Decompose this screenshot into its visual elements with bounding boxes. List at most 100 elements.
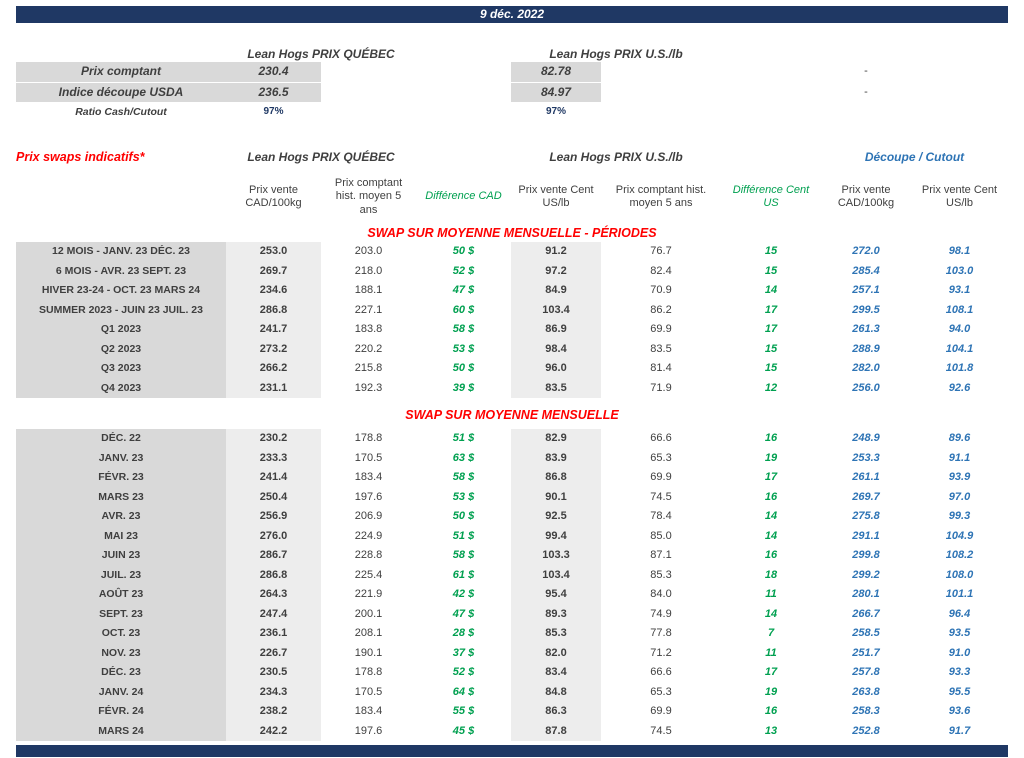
cutout-us-price: 89.6 <box>948 432 971 444</box>
us-hist-price: 85.3 <box>650 568 672 581</box>
us-difference: 17 <box>764 666 778 678</box>
cad-difference: 51 $ <box>452 529 475 542</box>
us-hist-price: 78.4 <box>650 510 672 522</box>
section-title: SWAP SUR MOYENNE MENSUELLE - PÉRIODES <box>367 226 657 240</box>
cad-sell-price: 273.2 <box>226 339 321 359</box>
row-label: Q4 2023 <box>16 378 226 398</box>
table-row: Q3 2023 266.2 215.8 50 $ 96.0 81.4 15 282.0 101.… <box>16 359 1008 379</box>
summary-quebec-header: Lean Hogs PRIX QUÉBEC <box>247 47 395 61</box>
cutout-us-price: 96.4 <box>948 607 971 620</box>
cad-sell-price: 250.4 <box>226 487 321 507</box>
us-hist-price: 74.5 <box>650 490 672 503</box>
us-sell-price: 97.2 <box>511 261 601 281</box>
cad-difference: 37 $ <box>452 646 475 659</box>
col-header-us-diff: Différence Cent US <box>732 183 810 209</box>
us-sell-price: 96.0 <box>511 359 601 379</box>
table-row: JANV. 23 233.3 170.5 63 $ 83.9 65.3 19 253.3 91.… <box>16 448 1008 468</box>
table-row: HIVER 23-24 - OCT. 23 MARS 24 234.6 188.1 4… <box>16 281 1008 301</box>
table-row: MARS 23 250.4 197.6 53 $ 90.1 74.5 16 269.7 97.0 <box>16 487 1008 507</box>
cutout-us-price: 93.1 <box>948 284 971 296</box>
us-difference: 16 <box>764 705 778 717</box>
cad-sell-price: 241.7 <box>226 320 321 340</box>
col-header-cad-sell: Prix vente CAD/100kg <box>245 183 302 209</box>
cad-hist-price: 178.8 <box>354 432 383 444</box>
cutout-cad-price: 272.0 <box>852 245 880 257</box>
cutout-us-price: 91.7 <box>948 724 971 737</box>
us-sell-price: 103.4 <box>511 300 601 320</box>
cad-hist-price: 197.6 <box>354 724 383 737</box>
cutout-us-price: 98.1 <box>948 245 971 257</box>
cad-sell-price: 266.2 <box>226 359 321 379</box>
summary-quebec-value: 230.4 <box>226 62 321 82</box>
row-label: JANV. 23 <box>16 448 226 468</box>
cad-hist-price: 188.1 <box>354 284 383 296</box>
summary-header-row: Lean Hogs PRIX QUÉBEC Lean Hogs PRIX U.S… <box>16 45 1008 61</box>
cad-hist-price: 220.2 <box>354 342 383 355</box>
row-label: SUMMER 2023 - JUIN 23 JUIL. 23 <box>16 300 226 320</box>
table-row: AOÛT 23 264.3 221.9 42 $ 95.4 84.0 11 280.1 101.… <box>16 585 1008 605</box>
cutout-us-price: 108.1 <box>945 303 974 316</box>
us-sell-price: 82.9 <box>511 429 601 449</box>
us-difference: 12 <box>764 381 778 394</box>
row-label: Q1 2023 <box>16 320 226 340</box>
cad-hist-price: 170.5 <box>354 451 383 464</box>
report-date: 9 déc. 2022 <box>479 7 545 21</box>
cutout-cad-price: 299.8 <box>852 549 880 561</box>
summary-us-value: 84.97 <box>511 82 601 102</box>
cutout-us-price: 93.3 <box>948 666 971 678</box>
cad-difference: 47 $ <box>452 607 475 620</box>
cad-hist-price: 183.8 <box>354 323 383 335</box>
cad-difference: 52 $ <box>452 264 475 277</box>
cad-sell-price: 256.9 <box>226 507 321 527</box>
row-label: DÉC. 22 <box>16 429 226 449</box>
us-difference: 7 <box>767 627 775 639</box>
cad-hist-price: 170.5 <box>354 685 383 698</box>
cad-difference: 53 $ <box>452 342 475 355</box>
us-sell-price: 84.9 <box>511 281 601 301</box>
cutout-cad-price: 299.5 <box>852 303 880 316</box>
us-sell-price: 103.3 <box>511 546 601 566</box>
cutout-us-price: 101.8 <box>945 362 974 374</box>
table-row: Q1 2023 241.7 183.8 58 $ 86.9 69.9 17 261.3 94.0 <box>16 320 1008 340</box>
cutout-us-price: 93.6 <box>948 705 971 717</box>
cad-sell-price: 276.0 <box>226 526 321 546</box>
cad-difference: 55 $ <box>452 705 475 717</box>
us-hist-price: 77.8 <box>650 627 672 639</box>
cutout-cad-price: 251.7 <box>852 646 880 659</box>
us-hist-price: 74.9 <box>650 607 672 620</box>
table-row: MARS 24 242.2 197.6 45 $ 87.8 74.5 13 252.8 91.7 <box>16 721 1008 741</box>
us-hist-price: 82.4 <box>650 264 672 277</box>
swaps-table-body: SWAP SUR MOYENNE MENSUELLE - PÉRIODES 12 … <box>0 225 1024 741</box>
row-label: 12 MOIS - JANV. 23 DÉC. 23 <box>16 242 226 262</box>
table-row: FÉVR. 24 238.2 183.4 55 $ 86.3 69.9 16 258.3 93.… <box>16 702 1008 722</box>
cutout-cad-price: 261.3 <box>852 323 880 335</box>
us-sell-price: 91.2 <box>511 242 601 262</box>
cutout-cad-price: 253.3 <box>852 451 880 464</box>
table-row: MAI 23 276.0 224.9 51 $ 99.4 85.0 14 291.1 104.9 <box>16 526 1008 546</box>
cad-hist-price: 218.0 <box>354 264 383 277</box>
us-difference: 19 <box>764 451 778 464</box>
cad-hist-price: 192.3 <box>354 381 383 394</box>
cad-difference: 47 $ <box>452 284 475 296</box>
us-hist-price: 83.5 <box>650 342 672 355</box>
cutout-us-price: 91.1 <box>948 451 971 464</box>
col-header-cad-hist: Prix comptant hist. moyen 5 ans <box>334 177 403 216</box>
us-difference: 14 <box>764 529 778 542</box>
cutout-us-price: 97.0 <box>948 490 971 503</box>
cad-hist-price: 203.0 <box>354 245 383 257</box>
row-label: MAI 23 <box>16 526 226 546</box>
table-row: JANV. 24 234.3 170.5 64 $ 84.8 65.3 19 263.8 95.… <box>16 682 1008 702</box>
table-row: Q2 2023 273.2 220.2 53 $ 98.4 83.5 15 288.9 104.… <box>16 339 1008 359</box>
us-hist-price: 74.5 <box>650 724 672 737</box>
us-hist-price: 70.9 <box>650 284 672 296</box>
us-hist-price: 71.9 <box>650 381 672 394</box>
us-difference: 14 <box>764 284 778 296</box>
summary-row: Indice découpe USDA 236.5 84.97 - <box>16 82 1008 102</box>
us-sell-price: 98.4 <box>511 339 601 359</box>
cutout-us-price: 108.0 <box>945 568 974 581</box>
us-difference: 15 <box>764 342 778 355</box>
swaps-header-row: Prix swaps indicatifs* Lean Hogs PRIX QU… <box>16 148 1008 165</box>
cad-hist-price: 208.1 <box>354 627 383 639</box>
col-header-cutout-us: Prix vente Cent US/lb <box>921 183 998 209</box>
us-hist-price: 87.1 <box>650 549 672 561</box>
